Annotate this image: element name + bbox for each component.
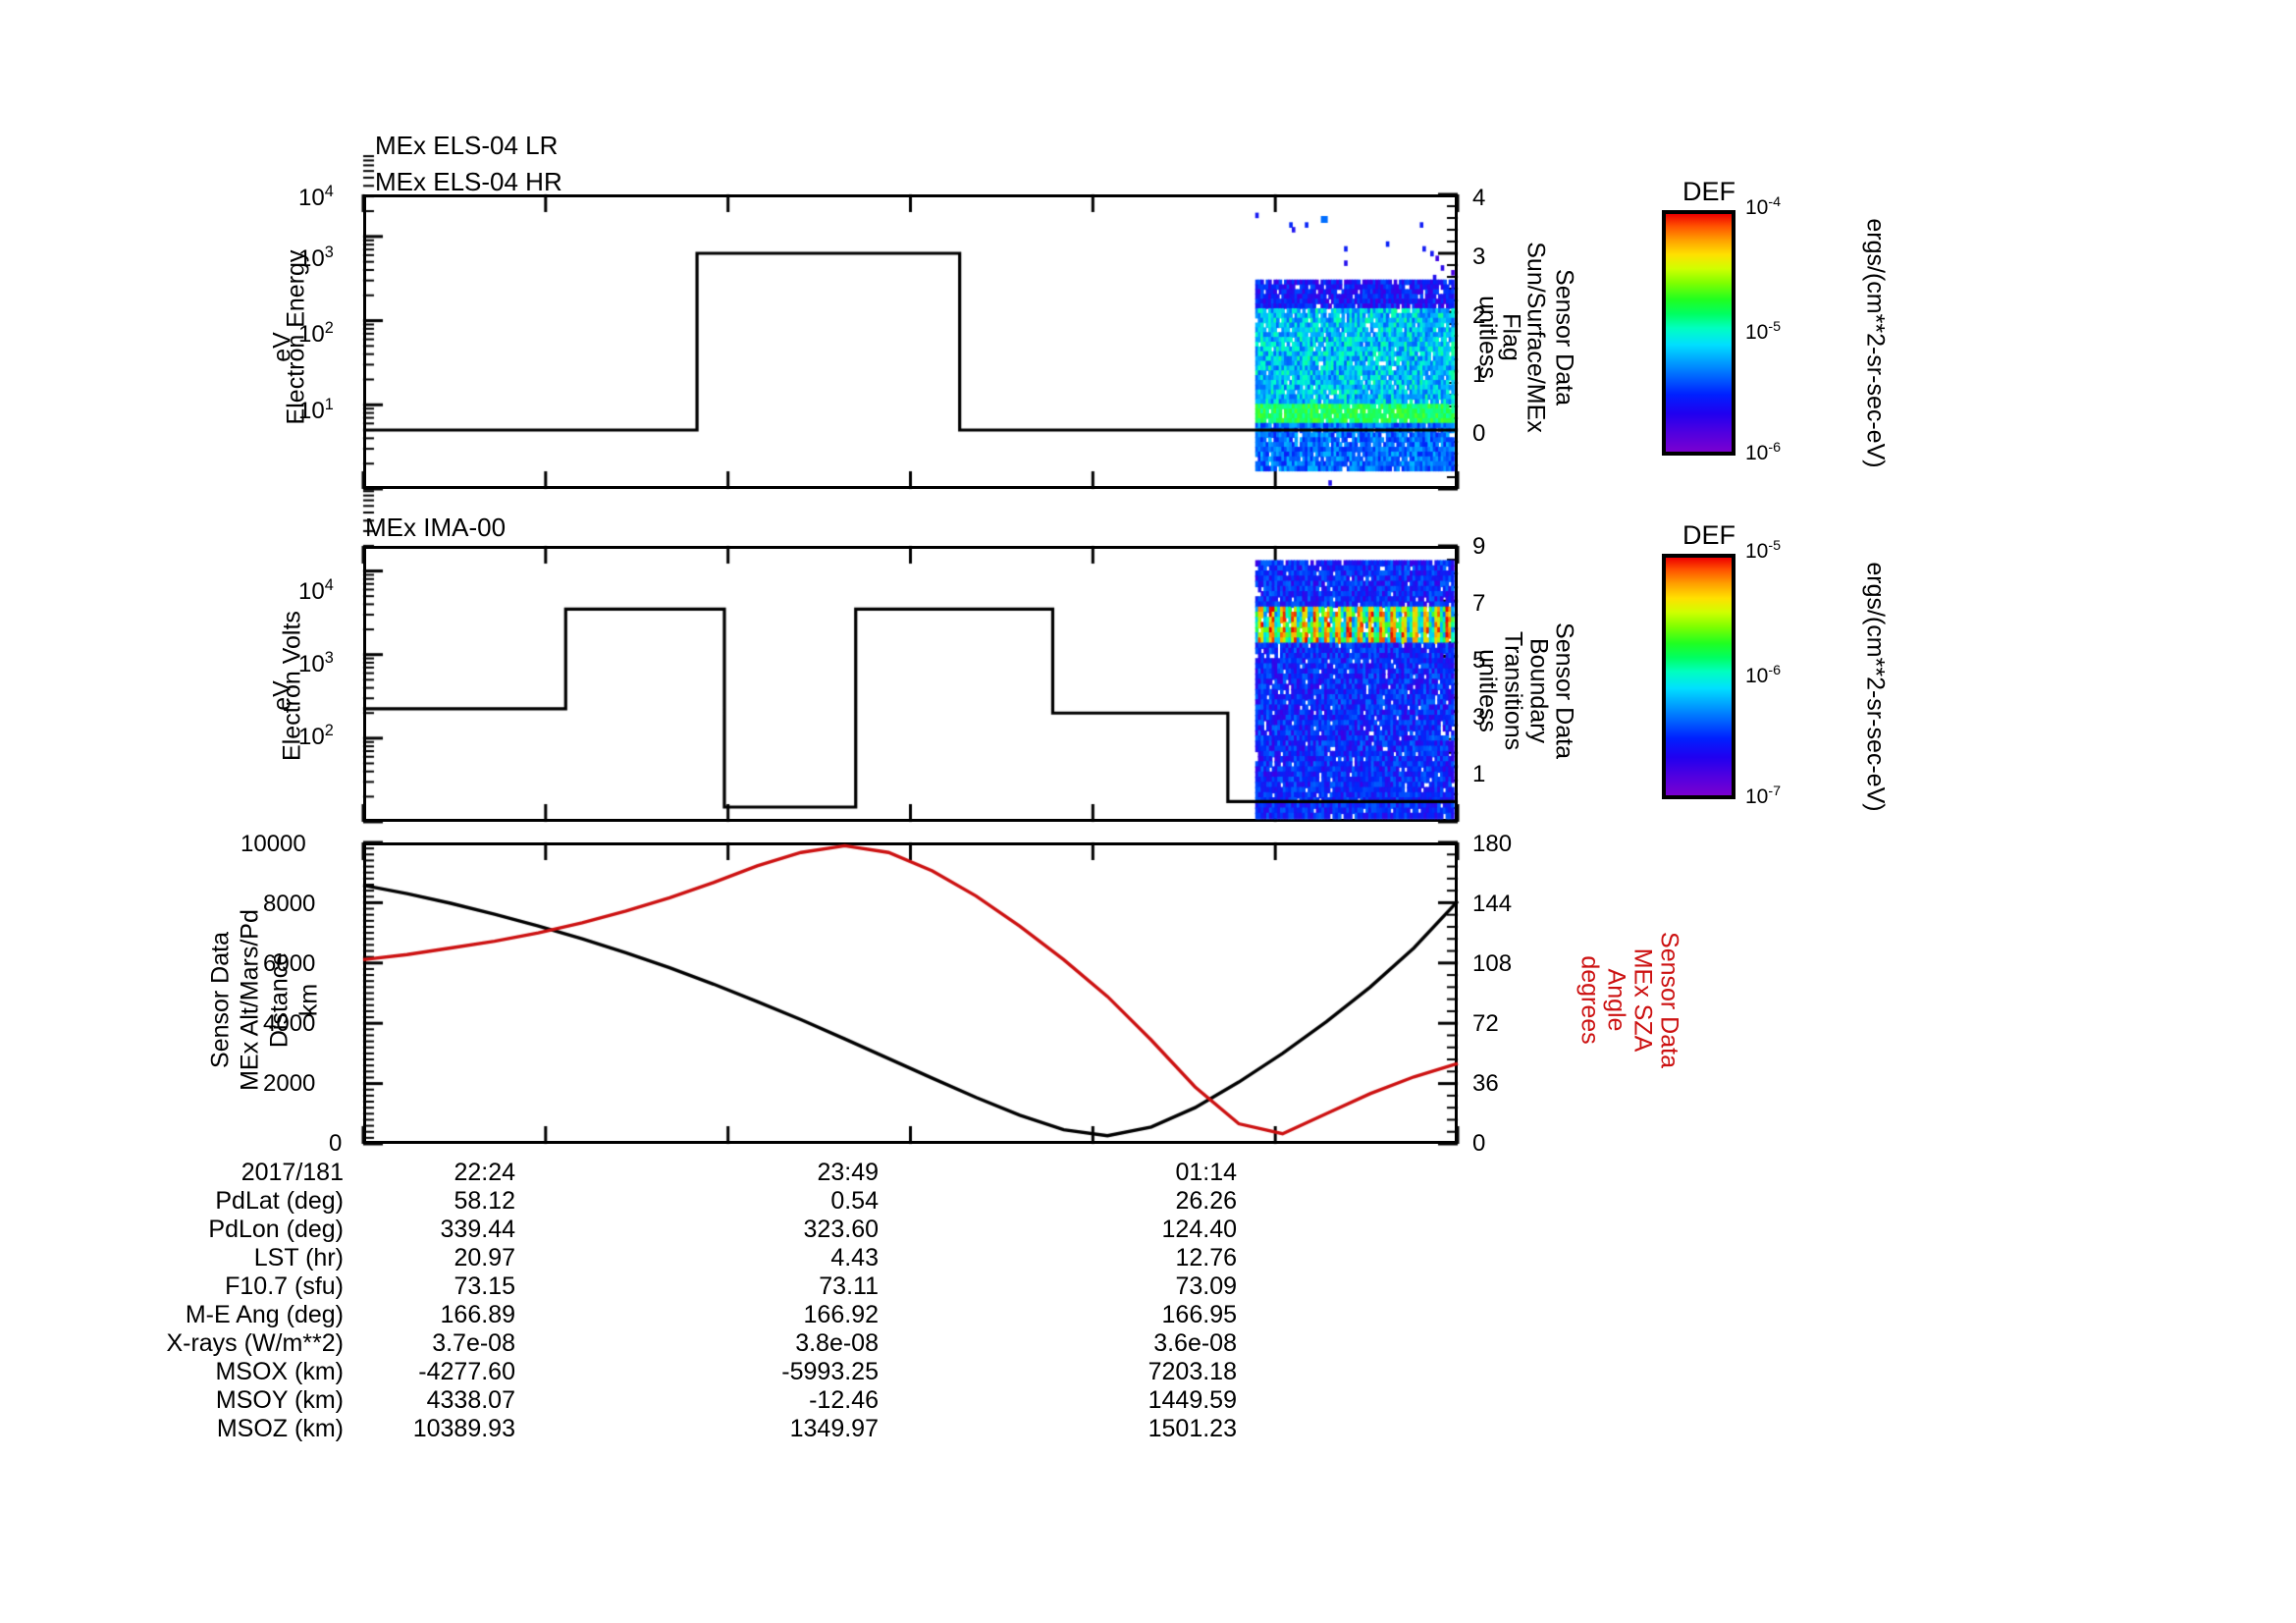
panel1-title-hr: MEx ELS-04 HR bbox=[375, 167, 562, 196]
panel3-ylabel-left-line4: km bbox=[294, 983, 323, 1017]
footer-row-value-col3: 7203.18 bbox=[1148, 1358, 1237, 1385]
panel3-ytick-0: 0 bbox=[329, 1130, 343, 1157]
panel3-ytick-10000: 10000 bbox=[240, 831, 306, 857]
panel1-plot-area bbox=[363, 194, 1458, 489]
footer-row-value-col2: 23:49 bbox=[817, 1159, 879, 1186]
colorbar-2-title: DEF bbox=[1682, 520, 1735, 550]
footer-row-value-col2: 3.8e-08 bbox=[795, 1329, 879, 1357]
panel1-ylabel-right-line4: unitless bbox=[1473, 296, 1502, 379]
panel1-ylabel-right-line1: Sensor Data bbox=[1550, 269, 1578, 406]
footer-row-value-col2: -12.46 bbox=[809, 1386, 879, 1414]
footer-row-value-col3: 1501.23 bbox=[1148, 1415, 1237, 1442]
footer-row-value-col3: 73.09 bbox=[1175, 1272, 1237, 1300]
panel2-ytick-right-9: 9 bbox=[1472, 533, 1486, 560]
panel3-ytick-right-144: 144 bbox=[1472, 891, 1513, 917]
panel3-ytick-right-36: 36 bbox=[1472, 1070, 1499, 1097]
footer-row-value-col1: 73.15 bbox=[454, 1272, 515, 1300]
colorbar-2-unit-label: ergs/(cm**2-sr-sec-eV) bbox=[1861, 562, 1890, 812]
footer-row-value-col2: 0.54 bbox=[830, 1187, 879, 1215]
footer-row-value-col2: 4.43 bbox=[830, 1244, 879, 1271]
footer-row-label: X-rays (W/m**2) bbox=[166, 1329, 344, 1357]
panel3-ytick-right-72: 72 bbox=[1472, 1010, 1499, 1037]
panel3-ylabel-right-line3: Angle bbox=[1602, 968, 1630, 1032]
footer-row-value-col3: 166.95 bbox=[1161, 1301, 1237, 1328]
footer-row-label: MSOZ (km) bbox=[216, 1415, 344, 1442]
footer-row-value-col1: 58.12 bbox=[454, 1187, 515, 1215]
footer-row-value-col1: 22:24 bbox=[454, 1159, 515, 1186]
footer-row-value-col1: 166.89 bbox=[440, 1301, 515, 1328]
footer-row-value-col2: 1349.97 bbox=[789, 1415, 879, 1442]
panel3-plot-area bbox=[363, 842, 1458, 1144]
panel2-ylabel-right-line1: Sensor Data bbox=[1550, 622, 1578, 759]
footer-row-label: PdLat (deg) bbox=[215, 1187, 344, 1215]
footer-row-value-col2: 73.11 bbox=[819, 1272, 879, 1300]
panel2-ylabel-right-line3: Transitions bbox=[1499, 630, 1527, 751]
footer-row-value-col2: 323.60 bbox=[803, 1216, 879, 1243]
panel1-ylabel-right-line2: Sun/Surface/MEx bbox=[1522, 242, 1550, 433]
footer-row-value-col3: 12.76 bbox=[1175, 1244, 1237, 1271]
footer-row-label: F10.7 (sfu) bbox=[225, 1272, 344, 1300]
footer-row-value-col1: 10389.93 bbox=[412, 1415, 515, 1442]
footer-row-value-col1: 339.44 bbox=[440, 1216, 515, 1243]
panel1-ylabel-right-line3: Flag bbox=[1497, 313, 1525, 361]
colorbar-1-tick-top: 10-4 bbox=[1745, 194, 1782, 219]
footer-row-value-col2: 166.92 bbox=[803, 1301, 879, 1328]
panel3-ytick-right-108: 108 bbox=[1472, 950, 1513, 977]
footer-row-value-col1: 20.97 bbox=[454, 1244, 515, 1271]
panel3-ytick-right-0: 0 bbox=[1472, 1130, 1486, 1157]
colorbar-1-unit-label: ergs/(cm**2-sr-sec-eV) bbox=[1861, 218, 1890, 468]
colorbar-1-tick-mid: 10-5 bbox=[1745, 319, 1782, 344]
footer-row-label: MSOX (km) bbox=[215, 1358, 344, 1385]
footer-row-label: LST (hr) bbox=[253, 1244, 344, 1271]
colorbar-2-gradient bbox=[1662, 554, 1735, 799]
colorbar-1-title: DEF bbox=[1682, 177, 1735, 206]
footer-row-label: 2017/181 bbox=[240, 1159, 344, 1186]
colorbar-1-gradient bbox=[1662, 210, 1735, 456]
footer-row-value-col1: 4338.07 bbox=[426, 1386, 515, 1414]
panel3-ylabel-right-line1: Sensor Data bbox=[1655, 932, 1683, 1068]
footer-row-label: M-E Ang (deg) bbox=[185, 1301, 344, 1328]
footer-row-value-col3: 3.6e-08 bbox=[1153, 1329, 1237, 1357]
footer-row-value-col3: 124.40 bbox=[1161, 1216, 1237, 1243]
panel2-ylabel-right-line2: Boundary bbox=[1524, 637, 1553, 744]
panel1-ylabel-left-line2: eV bbox=[268, 332, 296, 362]
footer-row-value-col3: 26.26 bbox=[1175, 1187, 1237, 1215]
footer-row-value-col3: 01:14 bbox=[1175, 1159, 1237, 1186]
colorbar-2-tick-top: 10-5 bbox=[1745, 538, 1782, 563]
panel2-plot-area bbox=[363, 546, 1458, 822]
panel1-ytick-right-4: 4 bbox=[1472, 185, 1486, 211]
colorbar-2-tick-bottom: 10-7 bbox=[1745, 784, 1782, 808]
panel1-title-lr: MEx ELS-04 LR bbox=[375, 131, 559, 160]
colorbar-2-tick-mid: 10-6 bbox=[1745, 663, 1782, 687]
panel3-ylabel-left-line3: Distance bbox=[265, 951, 294, 1049]
panel3-ylabel-right-line4: degrees bbox=[1575, 955, 1604, 1045]
panel2-title: MEx IMA-00 bbox=[365, 513, 507, 542]
panel1-ytick-10000: 104 bbox=[298, 183, 334, 211]
panel2-ylabel-right-line4: unitless bbox=[1473, 649, 1502, 732]
footer-row-value-col2: -5993.25 bbox=[781, 1358, 879, 1385]
footer-row-value-col3: 1449.59 bbox=[1148, 1386, 1237, 1414]
footer-row-value-col1: -4277.60 bbox=[418, 1358, 515, 1385]
panel2-ylabel-left-line2: eV bbox=[268, 680, 296, 711]
panel3-ylabel-right-line2: MEx SZA bbox=[1629, 947, 1657, 1053]
panel3-ylabel-left-line2: MEx Alt/Mars/Pd bbox=[236, 909, 264, 1091]
panel3-ylabel-left-line1: Sensor Data bbox=[206, 932, 235, 1068]
colorbar-1-tick-bottom: 10-6 bbox=[1745, 440, 1782, 464]
panel3-ytick-right-180: 180 bbox=[1472, 831, 1513, 857]
footer-row-label: MSOY (km) bbox=[215, 1386, 344, 1414]
footer-row-label: PdLon (deg) bbox=[208, 1216, 344, 1243]
footer-row-value-col1: 3.7e-08 bbox=[432, 1329, 515, 1357]
